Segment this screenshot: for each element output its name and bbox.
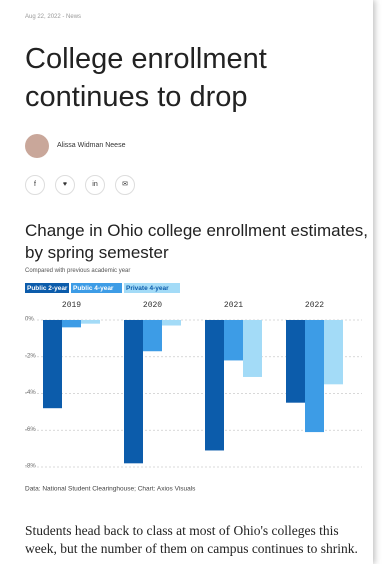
bar (286, 320, 305, 403)
bar (124, 320, 143, 464)
y-tick-label: -8% (25, 464, 36, 470)
legend-label: Public 2-year (27, 285, 68, 292)
chart-subtitle: Compared with previous academic year (25, 268, 131, 274)
x-tick-label: 2022 (305, 301, 324, 310)
bar (43, 320, 62, 409)
legend-label: Private 4-year (126, 285, 169, 292)
x-tick-label: 2021 (224, 301, 243, 310)
share-twitter[interactable]: ♥ (55, 175, 75, 195)
headline: College enrollment continues to drop (25, 43, 267, 113)
body-text: Students head back to class at most of O… (25, 523, 358, 556)
bar (305, 320, 324, 433)
y-tick-label: -6% (25, 427, 36, 433)
bar (324, 320, 343, 385)
y-tick-label: -2% (25, 353, 36, 359)
y-tick-label: 0% (25, 317, 34, 323)
legend-swatch (124, 283, 180, 293)
legend-swatch (25, 283, 69, 293)
legend-swatch (71, 283, 122, 293)
share-facebook[interactable]: f (25, 175, 45, 195)
x-tick-label: 2019 (62, 301, 81, 310)
bar (224, 320, 243, 361)
y-tick-label: -4% (25, 390, 36, 396)
x-tick-label: 2020 (143, 301, 162, 310)
author-avatar (25, 134, 49, 158)
legend-label: Public 4-year (73, 285, 114, 292)
bar (243, 320, 262, 377)
chart: Public 2-year Public 4-year Private 4-year… (25, 283, 362, 493)
author-name[interactable]: Alissa Widman Neese (57, 142, 126, 149)
page: Aug 22, 2022 - News College enrollment c… (25, 14, 369, 556)
share-linkedin[interactable]: in (85, 175, 105, 195)
chart-source: Data: National Student Clearinghouse; Ch… (25, 486, 196, 493)
bar (62, 320, 81, 328)
bar (81, 320, 100, 324)
article-meta: Aug 22, 2022 - News (25, 14, 82, 20)
bar (205, 320, 224, 451)
chart-title: Change in Ohio college enrollment estima… (25, 221, 369, 262)
share-email[interactable]: ✉ (115, 175, 135, 195)
bar (162, 320, 181, 326)
bar (143, 320, 162, 352)
